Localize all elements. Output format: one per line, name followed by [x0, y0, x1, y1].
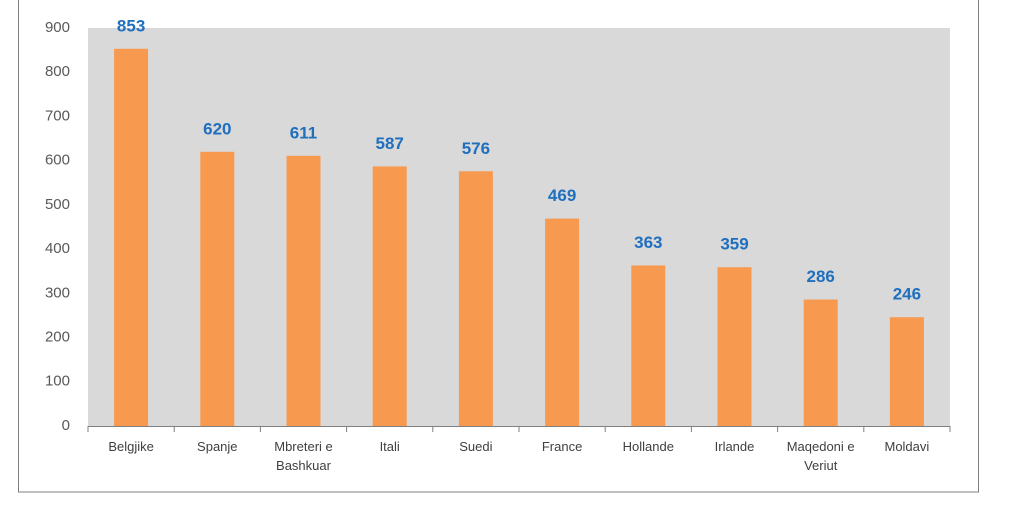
y-tick-label: 200 [45, 329, 70, 346]
x-tick-label: Hollande [622, 439, 674, 454]
bar [631, 265, 666, 426]
bar [889, 317, 924, 426]
bar [458, 171, 493, 426]
chart-border [18, 0, 979, 493]
data-label: 286 [807, 267, 835, 286]
x-tick-label: Spanje [197, 439, 238, 454]
y-tick-label: 300 [45, 284, 70, 301]
data-label: 587 [376, 134, 404, 153]
x-tick-label: Mbreteri e Bashkuar [274, 439, 333, 473]
bar [372, 166, 407, 426]
y-tick-label: 700 [45, 107, 70, 124]
data-label: 363 [634, 233, 662, 252]
x-tick-label: Suedi [459, 439, 493, 454]
data-label: 359 [720, 235, 748, 254]
x-tick-label: Belgjike [108, 439, 154, 454]
y-tick-label: 600 [45, 152, 70, 169]
x-tick-label: Itali [379, 439, 400, 454]
bar [545, 218, 580, 426]
data-label: 469 [548, 186, 576, 205]
data-label: 246 [893, 285, 921, 304]
bar [717, 267, 752, 426]
bar [803, 299, 838, 426]
bar [200, 151, 235, 427]
y-tick-label: 0 [62, 417, 70, 434]
x-tick-label: Maqedoni e Veriut [786, 439, 855, 473]
data-label: 611 [290, 123, 317, 142]
data-label: 620 [203, 119, 231, 138]
y-tick-label: 100 [45, 373, 70, 390]
data-label: 853 [117, 16, 145, 35]
x-tick-label: Irlande [714, 439, 755, 454]
data-label: 576 [462, 139, 490, 158]
y-tick-label: 500 [45, 196, 70, 213]
bar [286, 155, 321, 426]
y-tick-label: 400 [45, 240, 70, 257]
y-tick-label: 900 [45, 19, 70, 36]
bar [114, 48, 149, 426]
y-tick-label: 800 [45, 63, 70, 80]
x-tick-label: Moldavi [884, 439, 930, 454]
x-tick-label: France [541, 439, 583, 454]
